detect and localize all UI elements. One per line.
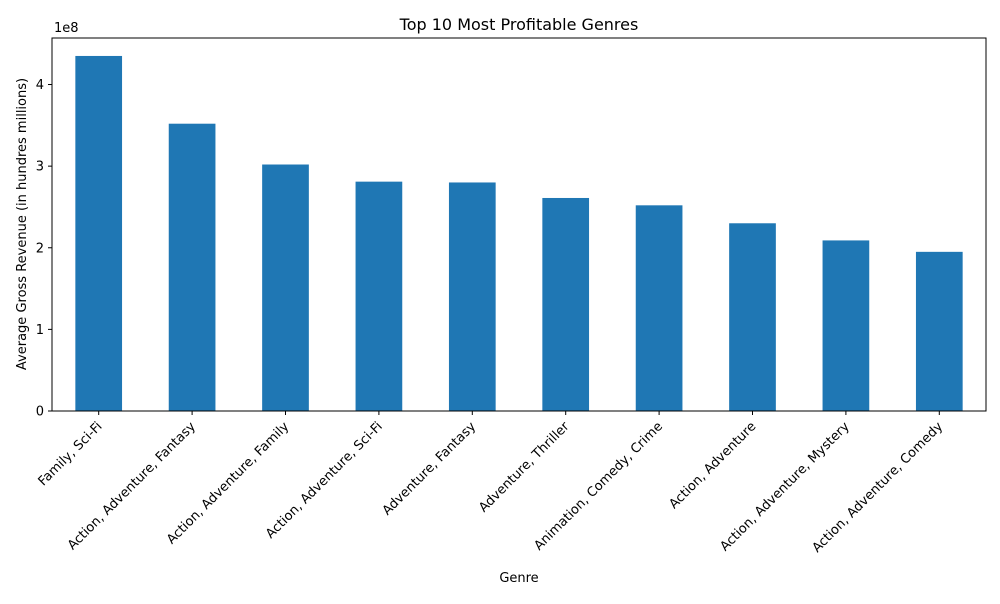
plot-frame xyxy=(51,37,987,412)
bar-7 xyxy=(729,223,776,411)
x-tick-label-0: Family, Sci-Fi xyxy=(36,419,106,489)
bar-4 xyxy=(448,182,496,411)
chart-title: Top 10 Most Profitable Genres xyxy=(399,15,639,34)
bar-5 xyxy=(542,197,590,411)
bar-0 xyxy=(75,55,123,411)
bar-9 xyxy=(915,251,963,411)
bar-3 xyxy=(355,181,403,411)
bar-8 xyxy=(822,240,870,411)
y-tick-label-0: 0 xyxy=(36,405,44,420)
x-tick-label-7: Action, Adventure xyxy=(667,419,760,512)
x-axis-label: Genre xyxy=(499,571,538,586)
x-tick-label-4: Adventure, Fantasy xyxy=(380,419,480,519)
bar-2 xyxy=(262,164,309,411)
y-axis-label: Average Gross Revenue (in hundres millio… xyxy=(15,78,30,370)
x-tick-label-5: Adventure, Thriller xyxy=(476,419,573,516)
y-tick-label-2: 2 xyxy=(36,241,44,256)
bar-6 xyxy=(635,205,683,411)
bar-1 xyxy=(168,123,216,411)
y-offset-label: 1e8 xyxy=(54,21,79,36)
y-ticks-group: 0 1 2 3 4 xyxy=(36,78,52,420)
y-tick-label-1: 1 xyxy=(36,323,44,338)
y-tick-label-3: 3 xyxy=(36,160,44,175)
y-tick-label-4: 4 xyxy=(36,78,44,93)
bars-group xyxy=(75,55,963,411)
